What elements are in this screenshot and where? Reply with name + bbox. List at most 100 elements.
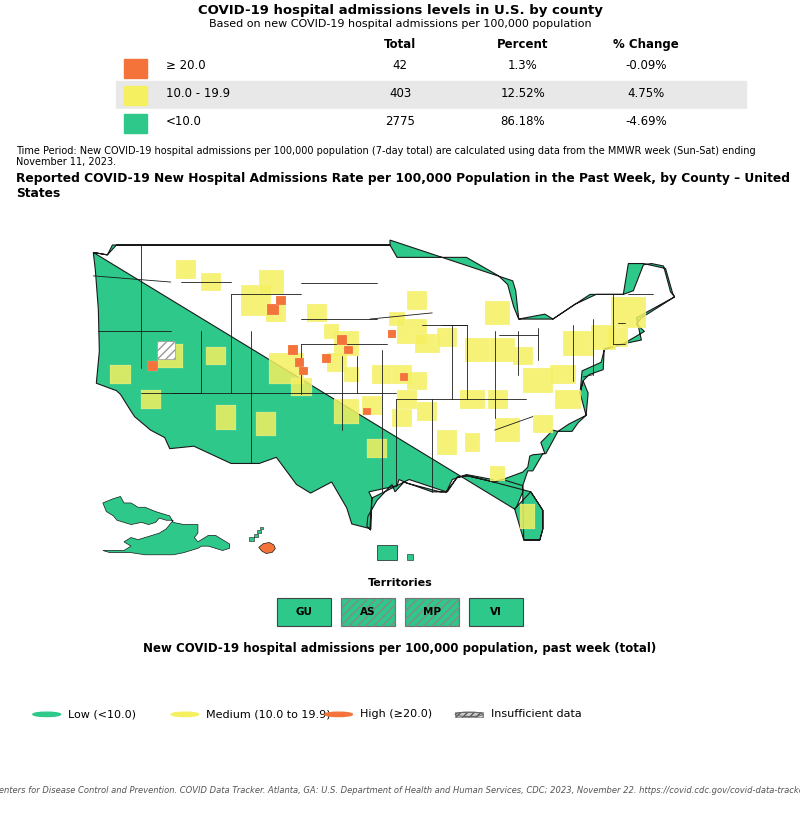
Bar (400, 374, 408, 381)
Text: COVID-19 hospital admissions levels in U.S. by county: COVID-19 hospital admissions levels in U… (198, 4, 602, 17)
Bar (397, 390, 417, 409)
Text: 2775: 2775 (385, 115, 415, 128)
Bar (258, 530, 261, 532)
Bar (334, 399, 359, 424)
Bar (344, 367, 359, 382)
Bar (216, 405, 236, 430)
Bar (176, 260, 196, 279)
Bar (206, 347, 226, 365)
Bar (260, 527, 262, 529)
Bar (110, 365, 130, 384)
Bar (490, 338, 515, 362)
Polygon shape (94, 240, 674, 540)
Bar (608, 329, 628, 347)
Bar (495, 418, 520, 443)
Bar (123, 59, 146, 77)
Text: 86.18%: 86.18% (501, 115, 545, 128)
Bar (460, 390, 485, 409)
Bar (362, 396, 382, 414)
Polygon shape (103, 497, 230, 555)
Bar (465, 338, 490, 362)
Bar (123, 114, 146, 133)
Text: Low (<10.0): Low (<10.0) (68, 710, 136, 720)
Text: Centers for Disease Control and Prevention. COVID Data Tracker. Atlanta, GA: U.S: Centers for Disease Control and Preventi… (0, 786, 800, 795)
Text: 1.3%: 1.3% (508, 60, 538, 72)
Bar (322, 354, 331, 363)
Bar (258, 270, 284, 295)
Bar (590, 325, 616, 350)
Bar (563, 331, 593, 356)
Text: <10.0: <10.0 (166, 115, 202, 128)
Bar (324, 324, 339, 339)
Text: 10.0 - 19.9: 10.0 - 19.9 (166, 87, 230, 100)
Bar (269, 353, 304, 384)
Bar (123, 87, 146, 106)
Text: % Change: % Change (613, 37, 678, 51)
Bar (276, 295, 286, 305)
Text: 42: 42 (393, 60, 407, 72)
Text: Time Period: New COVID-19 hospital admissions per 100,000 population (7-day tota: Time Period: New COVID-19 hospital admis… (16, 146, 756, 167)
Bar (116, 82, 746, 108)
Bar (367, 439, 387, 458)
Bar (397, 319, 427, 344)
Bar (291, 378, 311, 396)
Text: AS: AS (360, 607, 376, 617)
Bar (455, 712, 483, 716)
Bar (157, 340, 174, 359)
Bar (610, 298, 646, 329)
Bar (267, 304, 279, 314)
Circle shape (171, 712, 198, 716)
Bar (438, 430, 458, 455)
Polygon shape (258, 542, 275, 553)
Text: MP: MP (423, 607, 441, 617)
Bar (341, 598, 395, 626)
Bar (417, 403, 438, 421)
Bar (363, 408, 371, 415)
Bar (344, 345, 354, 354)
Text: 12.52%: 12.52% (501, 87, 546, 100)
Bar (405, 598, 459, 626)
Text: Reported COVID-19 New Hospital Admissions Rate per 100,000 Population in the Pas: Reported COVID-19 New Hospital Admission… (16, 172, 790, 201)
Bar (520, 504, 535, 529)
Bar (116, 109, 746, 136)
Bar (377, 545, 397, 560)
Text: ≥ 20.0: ≥ 20.0 (166, 60, 206, 72)
Bar (465, 433, 480, 452)
Bar (533, 414, 553, 433)
Bar (392, 409, 412, 427)
Bar (201, 273, 221, 291)
Bar (334, 331, 359, 356)
Bar (341, 598, 395, 626)
Bar (555, 390, 581, 409)
Bar (148, 361, 158, 371)
Bar (407, 372, 427, 390)
Bar (490, 466, 505, 481)
Text: 4.75%: 4.75% (627, 87, 664, 100)
Bar (392, 365, 412, 384)
Text: Territories: Territories (368, 578, 432, 588)
Bar (405, 598, 459, 626)
Text: -0.09%: -0.09% (625, 60, 666, 72)
Bar (256, 412, 276, 436)
Text: Medium (10.0 to 19.9): Medium (10.0 to 19.9) (206, 710, 331, 720)
Bar (295, 358, 304, 367)
Bar (158, 344, 183, 369)
Bar (513, 347, 533, 365)
Bar (414, 334, 440, 353)
Text: High (≥20.0): High (≥20.0) (360, 710, 432, 720)
Text: Percent: Percent (497, 37, 549, 51)
Bar (372, 365, 392, 384)
Bar (249, 537, 254, 541)
Text: Insufficient data: Insufficient data (490, 710, 582, 720)
Bar (289, 345, 298, 355)
Bar (326, 353, 346, 372)
Text: -4.69%: -4.69% (625, 115, 666, 128)
Bar (388, 330, 396, 338)
Text: GU: GU (295, 607, 313, 617)
Bar (485, 300, 510, 325)
Bar (141, 390, 161, 409)
Text: 403: 403 (389, 87, 411, 100)
Bar (337, 335, 346, 345)
Bar (116, 53, 746, 81)
Bar (407, 553, 413, 560)
